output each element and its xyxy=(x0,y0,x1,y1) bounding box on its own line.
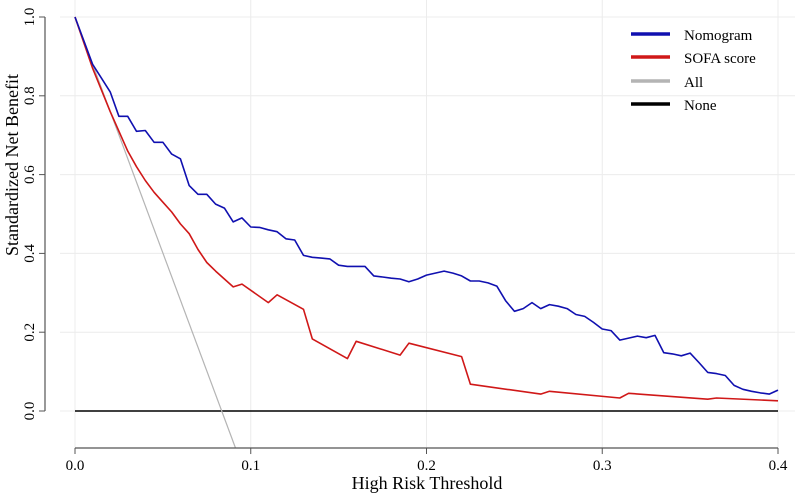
y-tick-label: 0.2 xyxy=(22,323,38,342)
x-tick-label: 0.0 xyxy=(66,458,85,474)
legend-label: None xyxy=(684,98,717,114)
legend-label: Nomogram xyxy=(684,28,753,44)
legend-label: SOFA score xyxy=(684,51,756,67)
legend-label: All xyxy=(684,75,703,91)
legend: Nomogram SOFA score All None xyxy=(631,28,756,114)
x-axis-label: High Risk Threshold xyxy=(352,473,503,493)
y-tick-label: 0.8 xyxy=(22,86,38,105)
x-tick-label: 0.2 xyxy=(417,458,436,474)
series-line-all xyxy=(74,16,237,449)
x-tick-label: 0.3 xyxy=(593,458,612,474)
series-lines xyxy=(74,16,779,449)
axes: 0.0 0.1 0.2 0.3 0.4 0.0 0.2 0.4 0.6 0.8 1.0 xyxy=(22,8,788,474)
y-tick-label: 0.6 xyxy=(22,165,38,184)
series-line-sofa-score xyxy=(74,16,779,402)
y-tick-label: 0.0 xyxy=(22,402,38,421)
y-tick-label: 1.0 xyxy=(22,8,38,27)
x-tick-label: 0.1 xyxy=(241,458,260,474)
series-line-nomogram xyxy=(74,16,779,395)
y-tick-label: 0.4 xyxy=(22,244,38,263)
x-tick-label: 0.4 xyxy=(769,458,788,474)
y-axis-label: Standardized Net Benefit xyxy=(2,74,22,256)
grid xyxy=(60,0,795,449)
